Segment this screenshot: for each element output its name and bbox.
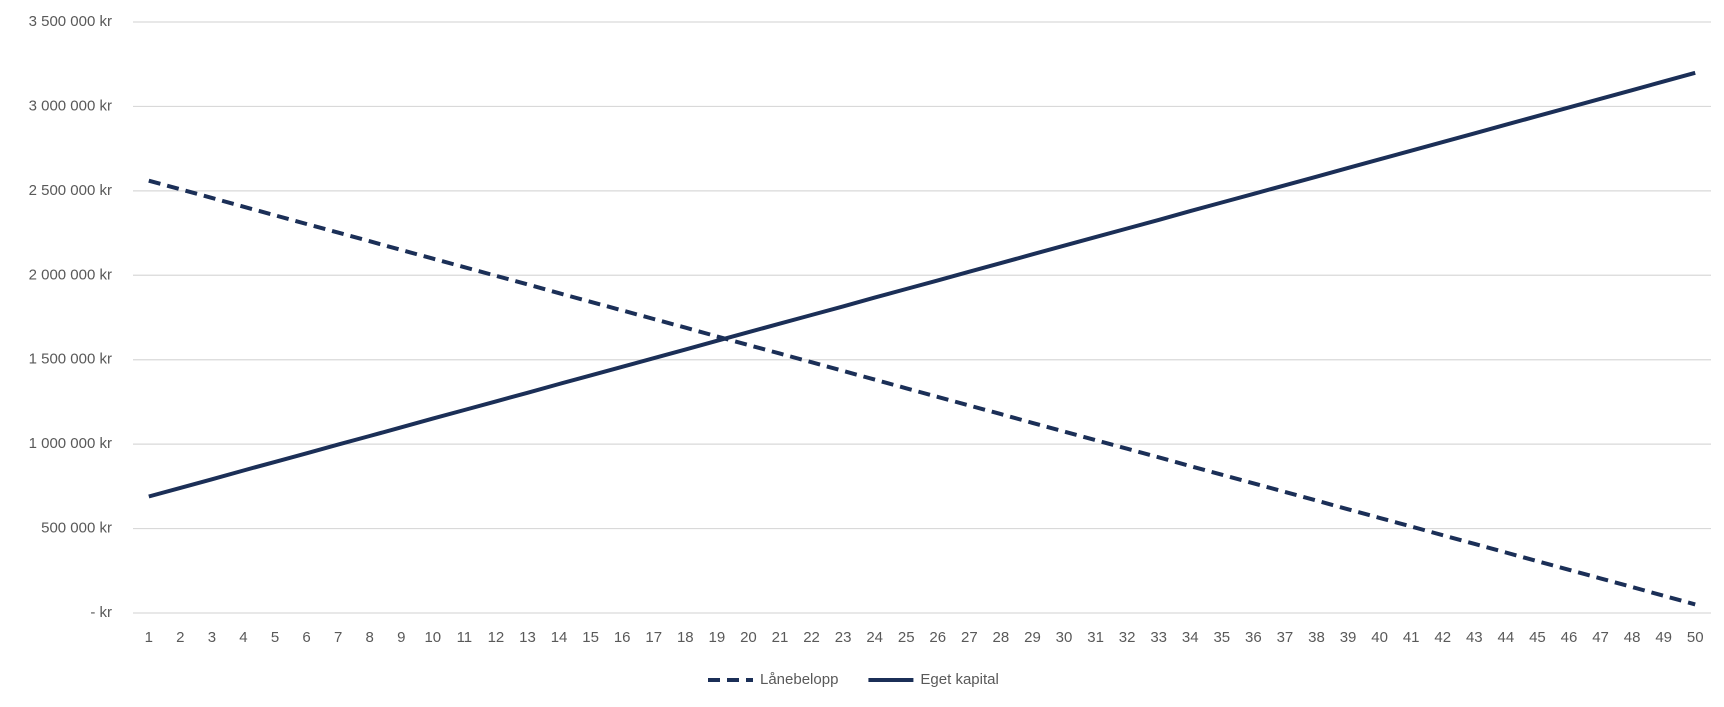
x-tick-label: 3 — [208, 629, 216, 646]
y-tick-label: - kr — [90, 604, 112, 621]
x-tick-label: 34 — [1182, 629, 1199, 646]
y-tick-label: 3 500 000 kr — [29, 13, 112, 30]
x-tick-label: 42 — [1434, 629, 1451, 646]
legend-label: Lånebelopp — [760, 671, 838, 688]
y-tick-label: 1 500 000 kr — [29, 351, 112, 368]
x-tick-label: 8 — [366, 629, 374, 646]
x-tick-label: 25 — [898, 629, 915, 646]
x-tick-label: 4 — [239, 629, 247, 646]
x-tick-label: 32 — [1119, 629, 1136, 646]
x-tick-label: 40 — [1371, 629, 1388, 646]
x-tick-label: 47 — [1592, 629, 1609, 646]
line-series — [148, 178, 1696, 607]
x-tick-label: 11 — [457, 629, 473, 646]
x-tick-label: 36 — [1245, 629, 1262, 646]
x-tick-label: 22 — [803, 629, 820, 646]
x-tick-label: 20 — [740, 629, 757, 646]
x-tick-label: 39 — [1340, 629, 1357, 646]
x-tick-label: 17 — [645, 629, 662, 646]
x-tick-label: 13 — [519, 629, 536, 646]
x-tick-label: 29 — [1024, 629, 1041, 646]
x-tick-label: 49 — [1655, 629, 1672, 646]
x-tick-label: 15 — [582, 629, 599, 646]
x-tick-label: 16 — [614, 629, 631, 646]
x-tick-label: 21 — [772, 629, 789, 646]
x-tick-label: 12 — [488, 629, 505, 646]
x-tick-label: 33 — [1150, 629, 1167, 646]
x-tick-label: 10 — [424, 629, 441, 646]
y-tick-label: 500 000 kr — [41, 520, 112, 537]
line-series — [148, 70, 1696, 499]
x-tick-label: 38 — [1308, 629, 1325, 646]
legend-label: Eget kapital — [920, 671, 998, 688]
x-tick-label: 1 — [145, 629, 153, 646]
x-tick-label: 41 — [1403, 629, 1420, 646]
x-tick-label: 5 — [271, 629, 279, 646]
x-tick-label: 48 — [1624, 629, 1641, 646]
x-tick-label: 35 — [1213, 629, 1230, 646]
x-tick-label: 27 — [961, 629, 978, 646]
x-tick-label: 43 — [1466, 629, 1483, 646]
x-tick-label: 30 — [1056, 629, 1073, 646]
y-tick-label: 2 000 000 kr — [29, 266, 112, 283]
x-tick-label: 14 — [551, 629, 568, 646]
x-tick-label: 44 — [1498, 629, 1515, 646]
y-tick-label: 3 000 000 kr — [29, 97, 112, 114]
x-tick-label: 6 — [302, 629, 310, 646]
x-tick-label: 7 — [334, 629, 342, 646]
x-tick-label: 2 — [176, 629, 184, 646]
x-tick-label: 24 — [866, 629, 883, 646]
x-tick-label: 46 — [1561, 629, 1578, 646]
x-tick-label: 28 — [993, 629, 1010, 646]
x-tick-label: 45 — [1529, 629, 1546, 646]
x-tick-label: 26 — [929, 629, 946, 646]
y-tick-label: 2 500 000 kr — [29, 182, 112, 199]
x-tick-label: 23 — [835, 629, 852, 646]
x-tick-label: 19 — [709, 629, 726, 646]
x-tick-label: 9 — [397, 629, 405, 646]
x-tick-label: 31 — [1087, 629, 1104, 646]
x-tick-label: 50 — [1687, 629, 1704, 646]
y-tick-label: 1 000 000 kr — [29, 435, 112, 452]
x-tick-label: 37 — [1277, 629, 1294, 646]
x-tick-label: 18 — [677, 629, 694, 646]
